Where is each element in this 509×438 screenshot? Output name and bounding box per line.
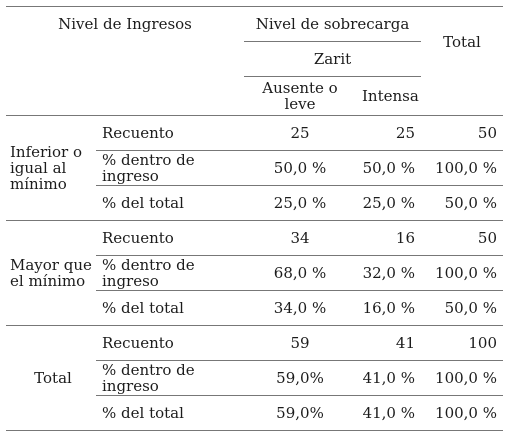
row-metric: % del total: [96, 185, 244, 221]
cell-total: 100: [421, 325, 503, 361]
cell-low: 59,0%: [244, 395, 356, 431]
cell-low: 68,0 %: [244, 255, 356, 291]
cell-total: 100,0 %: [421, 360, 503, 396]
cell-intense: 16: [356, 220, 421, 256]
header-spacer-2: [6, 76, 244, 116]
row-metric: % dentro de ingreso: [96, 255, 244, 291]
header-spacer-3: [421, 76, 503, 116]
cell-intense: 25,0 %: [356, 185, 421, 221]
cell-low: 25: [244, 115, 356, 151]
cell-low: 34,0 %: [244, 290, 356, 326]
header-zarit: Zarit: [244, 41, 421, 77]
group-label-total: Total: [6, 325, 96, 431]
cell-total: 100,0 %: [421, 150, 503, 186]
cell-intense: 50,0 %: [356, 150, 421, 186]
cell-intense: 41,0 %: [356, 395, 421, 431]
cell-total: 50: [421, 220, 503, 256]
row-metric: % dentro de ingreso: [96, 150, 244, 186]
header-spacer: [6, 42, 244, 77]
group-label-below-min: Inferior o igual al mínimo: [6, 115, 96, 221]
group-label-above-min: Mayor que el mínimo: [6, 220, 96, 326]
income-burden-crosstab: Nivel de Ingresos Nivel de sobrecarga To…: [6, 6, 503, 431]
cell-total: 100,0 %: [421, 395, 503, 431]
cell-low: 50,0 %: [244, 150, 356, 186]
row-metric: % del total: [96, 290, 244, 326]
header-total: Total: [421, 6, 503, 77]
cell-intense: 41: [356, 325, 421, 361]
header-burden-level: Nivel de sobrecarga: [244, 6, 421, 42]
cell-low: 59: [244, 325, 356, 361]
cell-intense: 16,0 %: [356, 290, 421, 326]
cell-low: 25,0 %: [244, 185, 356, 221]
row-metric: Recuento: [96, 220, 244, 256]
header-intense: Intensa: [356, 76, 421, 116]
row-metric: Recuento: [96, 325, 244, 361]
cell-total: 50,0 %: [421, 185, 503, 221]
cell-total: 50: [421, 115, 503, 151]
cell-intense: 32,0 %: [356, 255, 421, 291]
row-metric: % dentro de ingreso: [96, 360, 244, 396]
row-metric: % del total: [96, 395, 244, 431]
cell-total: 50,0 %: [421, 290, 503, 326]
header-absent-or-mild: Ausente o leve: [244, 76, 356, 116]
header-income-level: Nivel de Ingresos: [6, 6, 244, 42]
cell-low: 59,0%: [244, 360, 356, 396]
cell-total: 100,0 %: [421, 255, 503, 291]
cell-low: 34: [244, 220, 356, 256]
cell-intense: 41,0 %: [356, 360, 421, 396]
cell-intense: 25: [356, 115, 421, 151]
row-metric: Recuento: [96, 115, 244, 151]
crosstab-container: Nivel de Ingresos Nivel de sobrecarga To…: [6, 6, 503, 431]
